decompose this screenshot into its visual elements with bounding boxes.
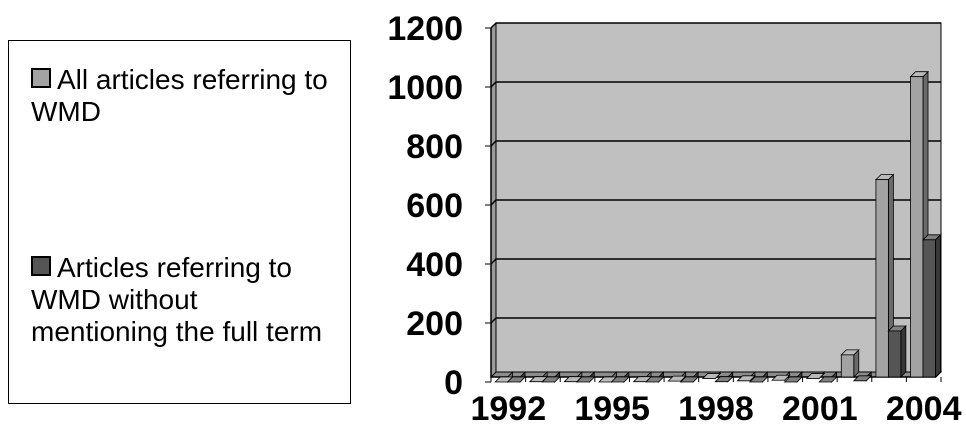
bar-without-full-term-top [506, 376, 527, 383]
y-tick-label: 1200 [387, 10, 463, 48]
legend-label-without-full-term: Articles referring to WMD without mentio… [31, 252, 323, 347]
bar-without-full-term-top [610, 376, 630, 383]
bar-all-articles-top [805, 373, 826, 379]
legend-swatch-without-full-term [31, 256, 51, 276]
bar-without-full-term [887, 330, 902, 378]
y-tick-label: 400 [406, 246, 463, 284]
y-tick-label: 200 [406, 305, 463, 343]
y-tick-label: 800 [406, 128, 463, 166]
x-tick-label: 1995 [574, 390, 650, 428]
gridline [490, 199, 941, 206]
bar-without-full-term-top [679, 376, 700, 383]
bar-all-articles [910, 76, 924, 378]
y-tick-label: 1000 [387, 69, 463, 107]
x-tick-label: 2001 [782, 390, 858, 428]
bar-without-full-term-top [818, 376, 838, 383]
plot-area [495, 22, 942, 373]
bar-without-full-term-top [645, 376, 665, 383]
gridline [490, 258, 941, 265]
gridline [490, 140, 941, 147]
bar-all-articles-top [771, 374, 791, 381]
bar-without-full-term [922, 239, 936, 378]
legend-item-all-articles: All articles referring to WMD [31, 64, 351, 128]
y-tick-label: 0 [444, 364, 463, 402]
bar-without-full-term-top [783, 376, 803, 383]
bar-all-articles-top [667, 375, 687, 382]
bar-all-articles-top [736, 375, 756, 382]
legend-item-without-full-term: Articles referring to WMD without mentio… [31, 252, 331, 348]
bar-without-full-term-top [541, 376, 561, 383]
plot-side-wall [491, 23, 496, 377]
bar-without-full-term-top [852, 375, 873, 382]
x-tick-label: 1998 [678, 390, 754, 428]
gridline [490, 81, 941, 88]
y-tick-label: 600 [406, 187, 463, 225]
legend: All articles referring to WMD Articles r… [8, 40, 351, 404]
bar-all-articles [875, 179, 889, 378]
bar-without-full-term-side [900, 324, 907, 378]
bar-without-full-term-top [748, 376, 769, 383]
gridline [490, 317, 941, 324]
bar-without-full-term-top [714, 376, 734, 383]
x-tick-label: 1992 [470, 390, 546, 428]
legend-label-all-articles: All articles referring to WMD [31, 64, 328, 127]
x-tick-label: 2004 [886, 390, 962, 428]
bar-without-full-term-side [935, 233, 941, 378]
bar-all-articles [840, 354, 855, 378]
bar-without-full-term-top [575, 376, 596, 383]
legend-swatch-all-articles [31, 68, 51, 88]
gridline [490, 22, 941, 29]
bar-all-articles-top [701, 373, 722, 379]
